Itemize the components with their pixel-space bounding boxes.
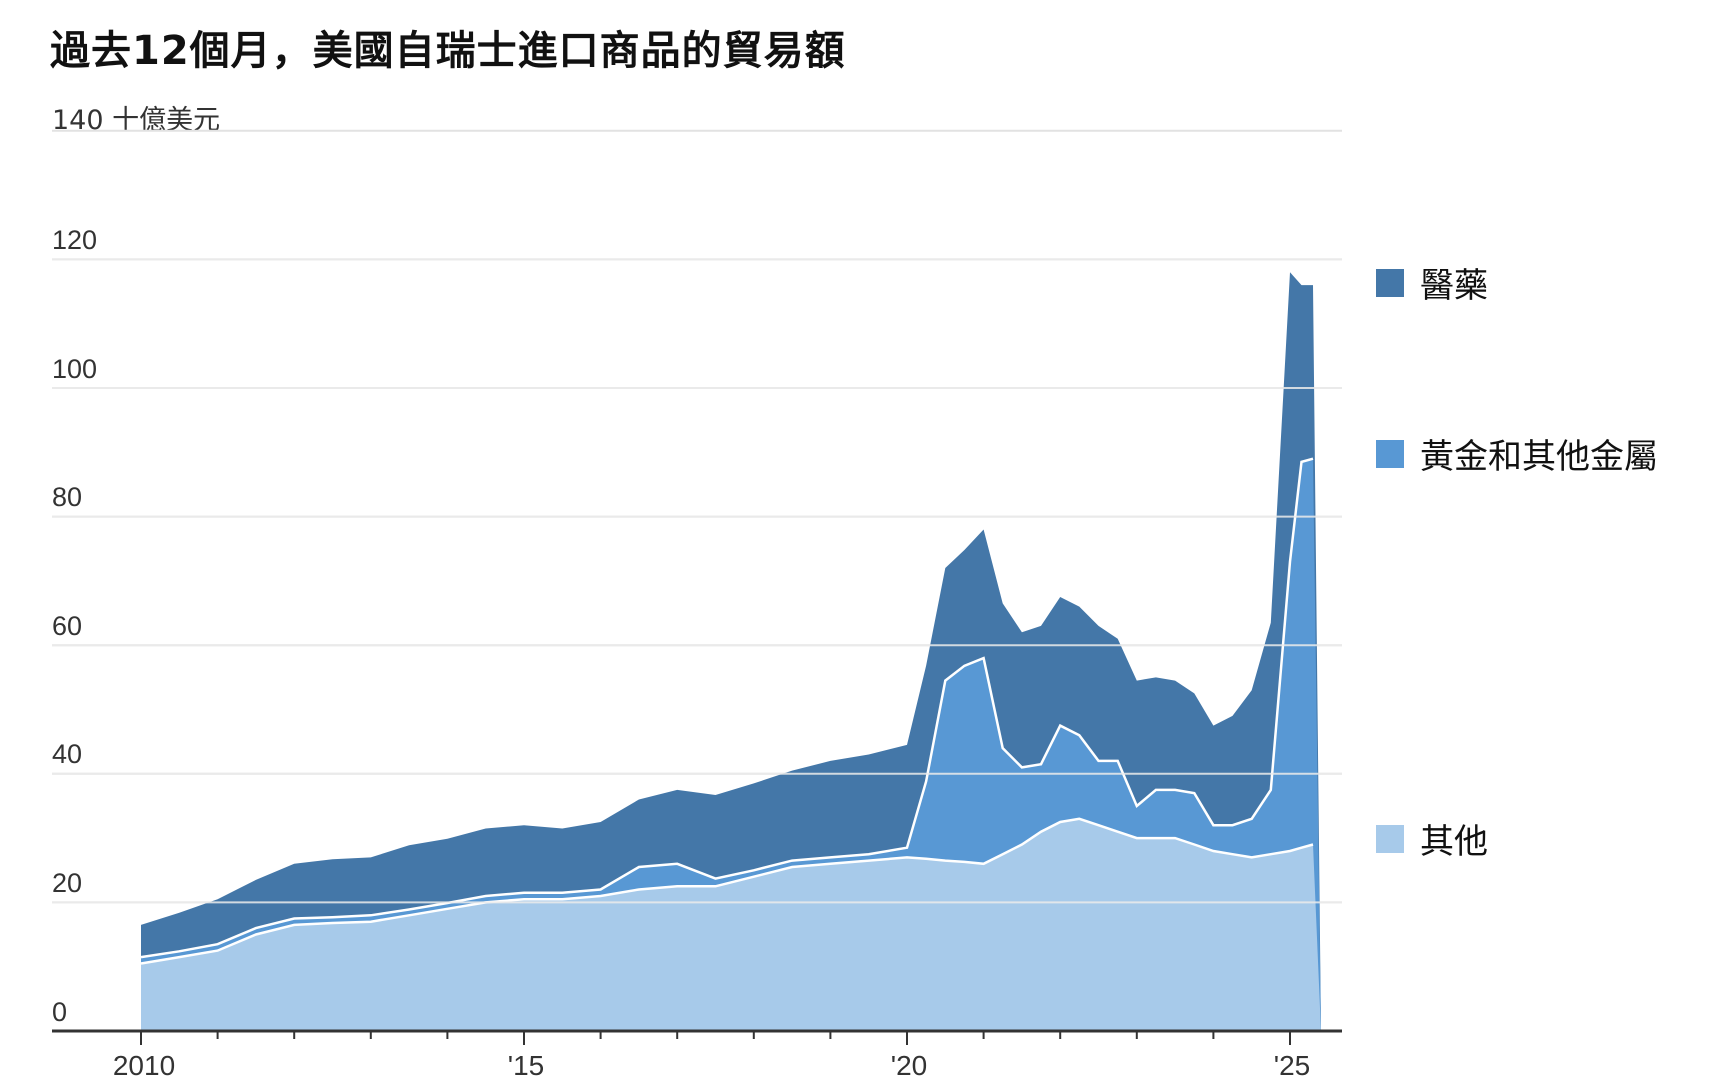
legend-item-other: 其他 <box>1376 814 1488 863</box>
y-tick-40: 40 <box>52 739 83 769</box>
x-tick-2020: '20 <box>890 1050 928 1081</box>
x-tick-2010: 2010 <box>112 1050 176 1081</box>
legend-item-gold-metals: 黃金和其他金屬 <box>1376 429 1658 478</box>
chart-title: 過去12個月，美國自瑞士進口商品的貿易額 <box>50 28 846 74</box>
legend-label-pharma: 醫藥 <box>1420 266 1488 306</box>
y-tick-20: 20 <box>52 868 83 898</box>
x-tick-2025: '25 <box>1273 1050 1311 1081</box>
y-tick-0: 0 <box>52 997 68 1027</box>
y-tick-60: 60 <box>52 611 83 641</box>
legend-label-other: 其他 <box>1420 822 1488 862</box>
legend-swatch-other <box>1376 824 1404 853</box>
legend-item-pharma: 醫藥 <box>1376 258 1488 307</box>
y-tick-120: 120 <box>52 225 98 255</box>
legend-swatch-gold-metals <box>1376 439 1404 468</box>
legend-swatch-pharma <box>1376 268 1404 297</box>
x-tick-2015: '15 <box>507 1050 545 1081</box>
y-tick-100: 100 <box>52 354 98 384</box>
y-tick-80: 80 <box>52 482 83 512</box>
legend-label-gold-metals: 黃金和其他金屬 <box>1420 437 1658 477</box>
